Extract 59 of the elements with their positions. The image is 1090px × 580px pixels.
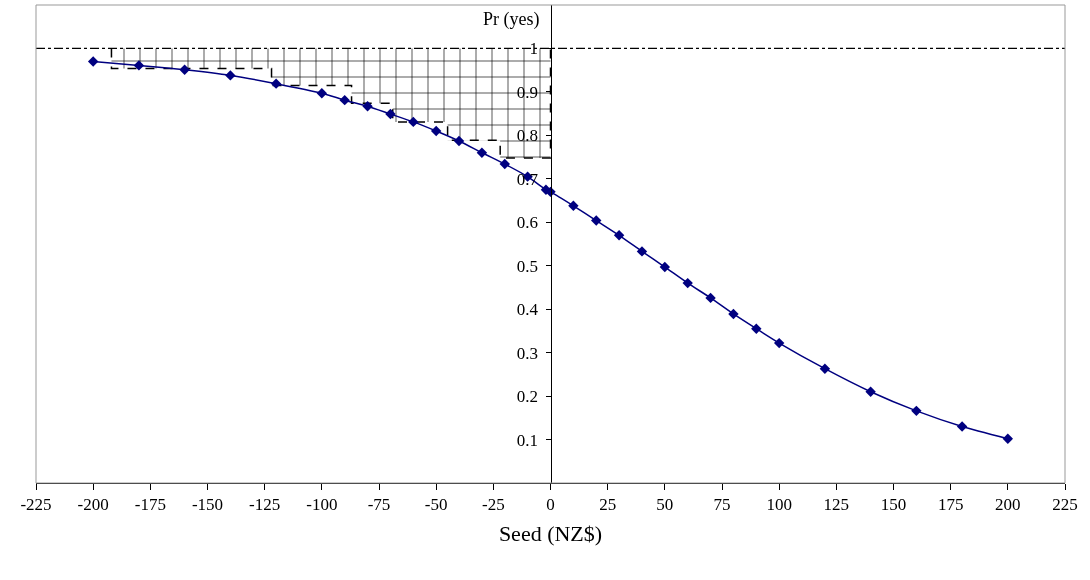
x-tick-label: -225 [20, 495, 52, 515]
point [385, 108, 396, 120]
x-tick-label: -25 [481, 495, 505, 515]
point [270, 78, 282, 89]
y-tick-label: 0.5 [516, 256, 539, 276]
point [773, 337, 785, 349]
point [476, 147, 488, 158]
y-tick-label: 0.2 [516, 387, 539, 407]
x-tick-label: -75 [367, 495, 391, 515]
point [1002, 433, 1014, 444]
y-tick-label: 0.9 [516, 82, 539, 102]
point [499, 158, 510, 170]
point [659, 261, 671, 273]
x-axis-title: Seed (NZ$) [498, 521, 603, 547]
x-tick-label: -50 [424, 495, 448, 515]
point [728, 308, 739, 320]
point [179, 64, 190, 75]
point [591, 215, 602, 226]
y-tick-label: 0.3 [516, 343, 539, 363]
point [636, 246, 648, 257]
point [705, 292, 716, 304]
point [956, 421, 968, 432]
point [682, 277, 693, 289]
point [751, 323, 762, 334]
point [613, 230, 625, 241]
y-tick-label: 1 [529, 39, 539, 59]
x-tick-label: 150 [880, 495, 907, 515]
x-tick-label: -100 [306, 495, 338, 515]
point [362, 101, 373, 112]
y-tick-label: 0.4 [516, 300, 539, 320]
point [865, 386, 876, 397]
point [568, 200, 579, 211]
point [87, 56, 99, 67]
point [430, 125, 442, 137]
point [339, 94, 350, 106]
y-tick-label: 0.6 [516, 213, 539, 233]
x-tick-label: 225 [1052, 495, 1078, 515]
y-tick-label: 0.1 [516, 430, 539, 450]
point [225, 70, 236, 81]
x-tick-label: 50 [656, 495, 674, 515]
x-tick-label: 75 [713, 495, 731, 515]
point [316, 88, 328, 99]
x-tick-label: -175 [134, 495, 166, 515]
x-tick-label: 25 [599, 495, 617, 515]
point [819, 363, 831, 374]
x-tick-label: 175 [937, 495, 964, 515]
point [453, 135, 465, 147]
y-axis-title: Pr (yes) [483, 9, 540, 30]
x-tick-label: 100 [766, 495, 792, 515]
x-tick-label: -200 [77, 495, 109, 515]
x-tick-label: -125 [249, 495, 281, 515]
x-tick-label: 0 [546, 495, 555, 515]
x-tick-label: -150 [191, 495, 224, 515]
x-tick-label: 125 [823, 495, 850, 515]
point [408, 116, 419, 128]
point [133, 60, 145, 71]
x-tick-label: 200 [995, 495, 1021, 515]
point [911, 405, 922, 417]
y-tick-label: 0.8 [516, 126, 539, 146]
